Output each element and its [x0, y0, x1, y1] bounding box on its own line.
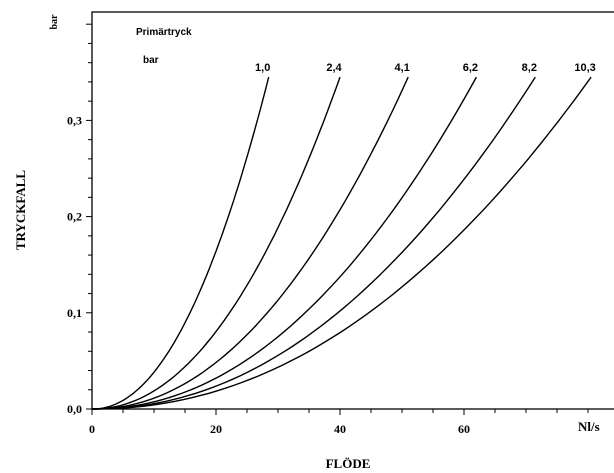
series-label: 6,2: [463, 62, 478, 74]
y-tick-label: 0,1: [67, 306, 82, 320]
x-unit-label: Nl/s: [578, 419, 600, 434]
legend-title: Primärtryck: [136, 27, 192, 38]
x-tick-label: 20: [210, 422, 222, 436]
y-tick-label: 0,0: [67, 402, 82, 416]
series-curve: [91, 76, 536, 410]
series-curve: [91, 76, 341, 410]
x-axis-title: FLÖDE: [326, 456, 371, 471]
x-tick-label: 40: [334, 422, 346, 436]
y-tick-label: 0,3: [67, 113, 82, 127]
axes: [91, 11, 614, 410]
y-unit-label: bar: [49, 14, 60, 30]
y-axis-title: TRYCKFALL: [13, 170, 28, 251]
series-label: 10,3: [574, 62, 595, 74]
legend-unit: bar: [143, 55, 159, 66]
labels: bar Primärtryck bar TRYCKFALL FLÖDE Nl/s: [13, 14, 600, 471]
y-tick-label: 0,2: [67, 210, 82, 224]
x-tick-label: 0: [89, 422, 95, 436]
series-curve: [91, 76, 270, 410]
series-curve: [91, 76, 409, 410]
ticks: 0 20 40 60 0,0 0,1 0,2 0,3: [67, 23, 589, 436]
series-label: 4,1: [395, 62, 410, 74]
series-curve: [91, 76, 592, 410]
series-label: 2,4: [326, 62, 342, 74]
series-curve: [91, 76, 478, 410]
series-label: 8,2: [522, 62, 537, 74]
curves: 1,0 2,4 4,1 6,2 8,2 10,3: [91, 62, 596, 410]
x-tick-label: 60: [458, 422, 470, 436]
plot-frame: [91, 11, 614, 410]
series-label: 1,0: [255, 62, 270, 74]
